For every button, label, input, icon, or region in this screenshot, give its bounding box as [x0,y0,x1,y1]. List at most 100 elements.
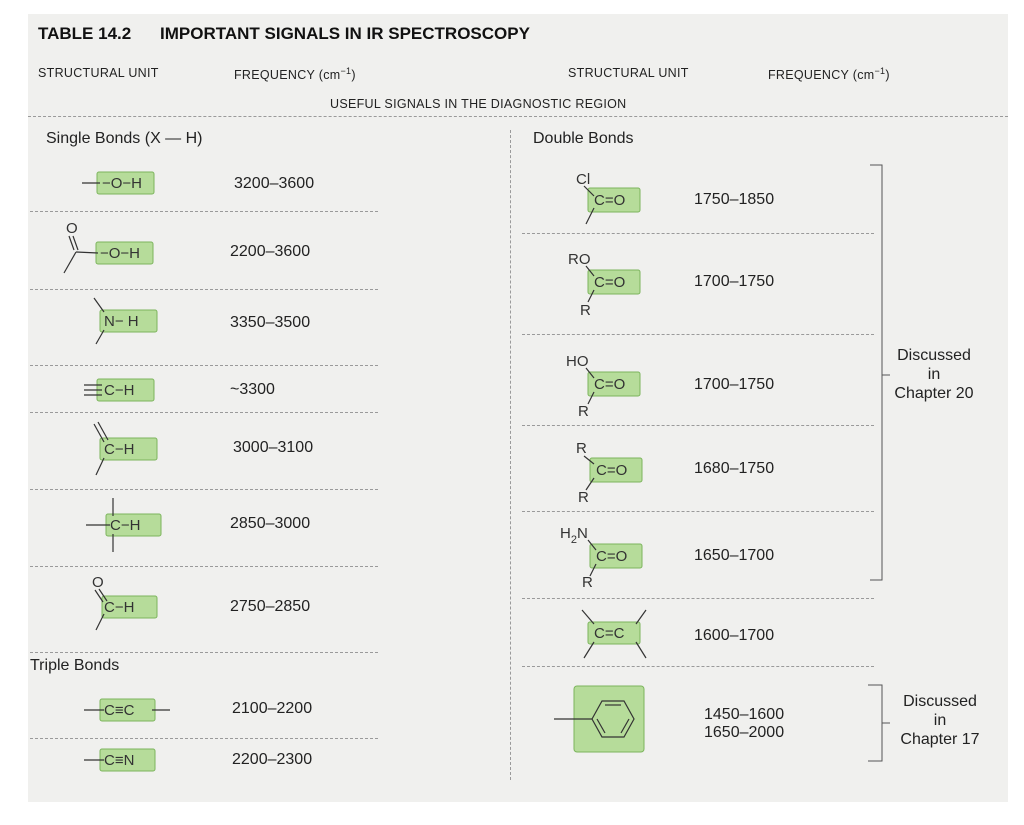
bracket-chapter-20 [870,164,890,581]
label-aldehyde-o: O [92,574,104,591]
structure-alkene-cc: C=C [581,609,647,659]
header-right-frequency-close: ) [885,68,890,83]
label-cl: Cl [576,171,590,188]
table-card [28,14,1008,802]
right-row-divider [522,425,874,426]
label-amide-r: R [582,574,593,591]
structure-amine-nh: N− H [93,297,158,345]
structure-aromatic-ring [554,685,645,753]
structure-nitrile-cn: C≡N [84,748,156,772]
note-chapter-20-line1: Discussed [897,347,971,364]
header-left-frequency: FREQUENCY (cm−1) [234,66,356,82]
freq-nitrile-cn: 2200–2300 [232,751,313,768]
label-ester-co: C=O [594,274,625,291]
note-chapter-20-line3: Chapter 20 [894,385,974,402]
note-chapter-17-line2: in [933,712,947,729]
label-ro: RO [568,251,591,268]
header-right-frequency-sup: −1 [874,66,886,76]
label-ho: HO [566,353,589,370]
structure-amide: H2N C=O R [560,525,643,591]
left-row-divider [30,412,378,413]
structure-ester: RO C=O R [568,251,641,319]
freq-aromatic-2: 1650–2000 [704,724,785,741]
right-row-divider [522,666,874,667]
right-row-divider [522,598,874,599]
freq-alkyne-cc: 2100–2200 [232,700,313,717]
freq-acid-oh: 2200–3600 [230,243,311,260]
note-chapter-17: Discussed in Chapter 17 [880,692,1000,749]
label-ketone-co: C=O [596,462,627,479]
structure-alkyne-ch: C−H [84,378,155,402]
label-carboxylic-co: C=O [594,376,625,393]
label-alcohol-oh: −O−H [102,175,142,192]
left-row-divider [30,566,378,567]
freq-alkyne-ch: ~3300 [230,381,275,398]
freq-amide-co: 1650–1700 [694,547,775,564]
label-alkyne-cc: C≡C [104,702,135,719]
freq-ester-co: 1700–1750 [694,273,775,290]
header-right-frequency: FREQUENCY (cm−1) [768,66,890,82]
structure-alcohol-oh: −O−H [82,171,155,195]
header-left-structural-unit: STRUCTURAL UNIT [38,66,159,80]
left-row-divider [30,489,378,490]
label-alkene-cc: C=C [594,625,625,642]
header-right-frequency-text: FREQUENCY (cm [768,68,875,83]
label-acid-oh: −O−H [100,245,140,262]
freq-acid-chloride-co: 1750–1850 [694,191,775,208]
structure-acid-chloride: Cl C=O [576,171,641,225]
right-row-divider [522,334,874,335]
freq-ketone-co: 1680–1750 [694,460,775,477]
left-row-divider [30,289,378,290]
label-alkene-ch: C−H [104,441,134,458]
region-header: USEFUL SIGNALS IN THE DIAGNOSTIC REGION [330,97,627,111]
freq-alkane-ch: 2850–3000 [230,515,311,532]
right-row-divider [522,511,874,512]
bracket-chapter-17 [868,684,890,762]
structure-acid-oh: O −O−H [63,220,154,274]
column-divider [510,130,511,780]
structure-carboxylic-acid: HO C=O R [566,353,641,420]
structure-aldehyde-ch: O C−H [92,574,158,631]
left-row-divider [30,652,378,653]
label-ester-r: R [580,302,591,319]
structure-alkane-ch: C−H [86,498,162,552]
freq-aromatic-1: 1450–1600 [704,706,785,723]
freq-alkene-cc: 1600–1700 [694,627,775,644]
label-ketone-r1: R [576,440,587,457]
freq-amine-nh: 3350–3500 [230,314,311,331]
header-right-structural-unit: STRUCTURAL UNIT [568,66,689,80]
label-acid-chloride-co: C=O [594,192,625,209]
label-aldehyde-ch: C−H [104,599,134,616]
structure-alkyne-cc: C≡C [84,698,170,722]
label-h2n: H2N [560,525,588,546]
right-row-divider [522,233,874,234]
table-title: IMPORTANT SIGNALS IN IR SPECTROSCOPY [160,24,530,43]
section-triple-bonds: Triple Bonds [30,657,120,674]
label-amine-nh: N− H [104,313,139,330]
label-alkane-ch: C−H [110,517,140,534]
table-number: TABLE 14.2 [38,24,132,43]
left-row-divider [30,738,378,739]
left-row-divider [30,211,378,212]
header-left-frequency-text: FREQUENCY (cm [234,68,341,83]
header-left-frequency-sup: −1 [340,66,352,76]
structure-ketone: R C=O R [576,440,643,506]
freq-alkene-ch: 3000–3100 [233,439,314,456]
freq-acid-co: 1700–1750 [694,376,775,393]
structure-alkene-ch: C−H [93,421,158,476]
label-nitrile-cn: C≡N [104,752,134,769]
freq-alcohol-oh: 3200–3600 [234,175,315,192]
section-double-bonds: Double Bonds [533,130,634,147]
label-carboxylic-r: R [578,403,589,420]
header-left-frequency-close: ) [351,68,356,83]
note-chapter-17-line3: Chapter 17 [900,731,980,748]
label-alkyne-ch: C−H [104,382,134,399]
note-chapter-20: Discussed in Chapter 20 [874,346,994,403]
note-chapter-20-line2: in [927,366,941,383]
note-chapter-17-line1: Discussed [903,693,977,710]
label-amide-co: C=O [596,548,627,565]
label-ketone-r2: R [578,489,589,506]
region-divider [28,116,1008,117]
left-row-divider [30,365,378,366]
